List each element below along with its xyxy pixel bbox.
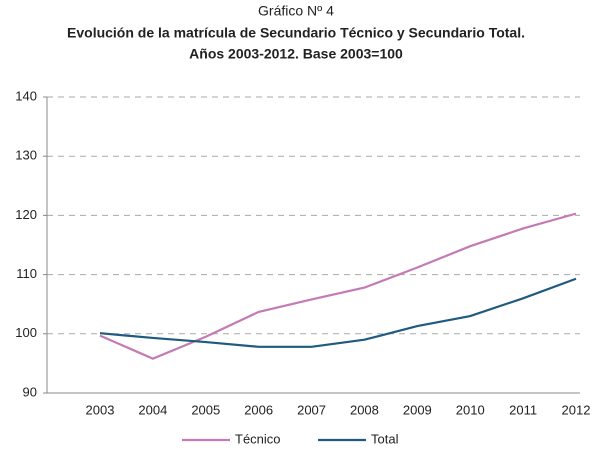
line-series bbox=[99, 277, 577, 348]
y-tick-label: 110 bbox=[16, 266, 37, 281]
chart-subtitle: Evolución de la matrícula de Secundario … bbox=[67, 25, 525, 41]
x-tick-label: 2006 bbox=[244, 402, 273, 417]
x-tick-label: 2009 bbox=[403, 402, 432, 417]
y-tick-label: 130 bbox=[15, 148, 37, 163]
x-tick-label: 2010 bbox=[456, 402, 485, 417]
chart-subtitle: Años 2003-2012. Base 2003=100 bbox=[189, 46, 403, 62]
line-series bbox=[99, 212, 577, 360]
x-tick-label: 2008 bbox=[350, 402, 379, 417]
y-tick-label: 120 bbox=[15, 207, 37, 222]
y-tick-label: 140 bbox=[15, 88, 37, 103]
legend-label: Técnico bbox=[235, 431, 281, 446]
y-tick-label: 100 bbox=[15, 325, 37, 340]
x-tick-label: 2005 bbox=[191, 402, 220, 417]
legend-label: Total bbox=[371, 431, 399, 446]
x-tick-label: 2012 bbox=[562, 402, 591, 417]
x-tick-label: 2004 bbox=[138, 402, 167, 417]
chart-title: Gráfico Nº 4 bbox=[258, 3, 334, 19]
x-tick-label: 2007 bbox=[297, 402, 326, 417]
y-tick-label: 90 bbox=[23, 384, 37, 399]
x-tick-label: 2003 bbox=[86, 402, 115, 417]
x-tick-label: 2011 bbox=[509, 402, 537, 417]
